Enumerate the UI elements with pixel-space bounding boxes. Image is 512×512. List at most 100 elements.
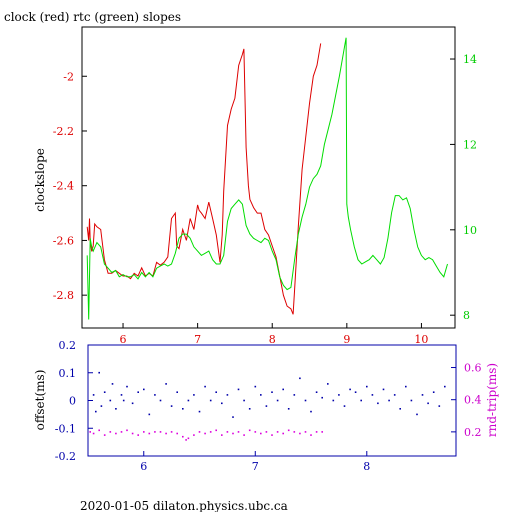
- offset-point: [371, 394, 374, 396]
- offset-point: [170, 405, 173, 407]
- offset-point: [321, 396, 323, 399]
- offset-point: [282, 388, 284, 391]
- offset-point: [248, 408, 251, 410]
- rndtrip-point: [198, 431, 201, 433]
- offset-point: [304, 399, 307, 402]
- top-y-axis-label: clockslope: [33, 148, 47, 212]
- offset-point: [444, 385, 446, 388]
- rndtrip-point: [260, 432, 262, 435]
- rndtrip-point: [221, 434, 223, 436]
- top-x-tick-label: 7: [194, 333, 201, 346]
- rndtrip-point: [109, 431, 112, 433]
- bottom-axes-group: 6 7 8 -0.2 -0.1 0 0.1 0.2 0.2 0.4 0.6: [55, 339, 482, 473]
- rndtrip-point: [170, 431, 173, 433]
- rndtrip-point: [126, 429, 128, 432]
- offset-point: [332, 399, 335, 402]
- offset-point: [388, 399, 390, 402]
- rndtrip-point: [143, 431, 145, 433]
- bottom-y-axis-label: offset(ms): [33, 370, 47, 431]
- offset-point: [287, 408, 290, 410]
- offset-point: [338, 394, 340, 396]
- top-x-tick-label: 9: [343, 333, 350, 346]
- bottom-y-tick-label: 0.2: [59, 339, 77, 352]
- rndtrip-point: [209, 431, 212, 433]
- top-y-tick-label: -2.4: [53, 180, 74, 193]
- rndtrip-point: [137, 434, 139, 436]
- top-axes-group: 6 7 8 9 10 -2.8 -2.6 -2.4 -2.2 -2 8 10 12 14: [53, 53, 477, 346]
- offset-point: [126, 385, 128, 388]
- rndtrip-point: [131, 432, 134, 435]
- rndtrip-point: [315, 431, 318, 433]
- offset-point: [198, 410, 201, 413]
- offset-point: [100, 405, 103, 407]
- offset-point: [427, 402, 429, 405]
- rndtrip-point: [276, 431, 279, 433]
- bottom-x-tick-label: 6: [140, 460, 147, 473]
- rndtrip-point: [215, 429, 217, 432]
- rndtrip-point: [237, 431, 240, 433]
- offset-point: [432, 391, 435, 393]
- offset-point: [193, 394, 195, 396]
- rndtrip-point: [159, 431, 162, 433]
- rndtrip-point: [248, 429, 251, 432]
- offset-point: [354, 391, 357, 393]
- rndtrip-point: [92, 432, 95, 435]
- top-x-tick-label: 10: [414, 333, 428, 346]
- rndtrip-point: [176, 432, 178, 435]
- top-y-tick-label: -2: [63, 70, 74, 83]
- rndtrip-point: [243, 434, 245, 436]
- offset-point: [265, 405, 268, 407]
- bottom-y2-tick-label: 0.2: [464, 426, 482, 439]
- offset-point: [399, 408, 401, 410]
- bottom-x-tick-label: 7: [252, 460, 259, 473]
- offset-point: [393, 394, 396, 396]
- offset-point: [271, 391, 273, 393]
- bottom-series-group: [89, 371, 446, 441]
- bottom-y-tick-label: 0: [69, 395, 76, 408]
- offset-point: [327, 383, 329, 385]
- offset-point: [120, 394, 123, 396]
- rndtrip-point: [115, 432, 117, 435]
- offset-point: [92, 394, 95, 396]
- offset-point: [366, 385, 368, 388]
- rndtrip-point: [187, 437, 190, 440]
- offset-point: [98, 371, 100, 374]
- rndtrip-point: [204, 432, 206, 435]
- offset-point: [405, 385, 407, 388]
- offset-point: [315, 391, 318, 393]
- top-y2-tick-label: 8: [463, 309, 470, 322]
- top-series-group: [86, 37, 448, 320]
- offset-point: [154, 394, 156, 396]
- offset-point: [276, 399, 279, 402]
- clock-series-line: [86, 43, 322, 315]
- offset-point: [310, 410, 312, 413]
- offset-point: [438, 405, 441, 407]
- footer-text: 2020-01-05 dilaton.physics.ubc.ca: [80, 499, 288, 512]
- offset-point: [143, 388, 145, 391]
- offset-point: [115, 408, 117, 410]
- bottom-plot-frame: [87, 344, 457, 457]
- offset-point: [260, 394, 262, 396]
- rndtrip-point: [193, 434, 195, 436]
- top-plot-frame: [81, 26, 456, 329]
- offset-point: [215, 391, 217, 393]
- offset-point: [232, 416, 234, 418]
- offset-point: [410, 399, 413, 402]
- rndtrip-point: [310, 434, 312, 436]
- offset-point: [382, 388, 385, 391]
- offset-point: [159, 399, 162, 402]
- rndtrip-point: [182, 435, 184, 438]
- rndtrip-point: [254, 431, 257, 433]
- offset-point: [137, 391, 139, 393]
- rndtrip-point: [226, 431, 229, 433]
- rndtrip-point: [98, 429, 100, 432]
- offset-point: [226, 394, 229, 396]
- offset-point: [293, 394, 296, 396]
- offset-point: [182, 408, 184, 410]
- top-y-tick-label: -2.6: [53, 234, 74, 247]
- offset-point: [111, 383, 114, 385]
- offset-point: [131, 402, 134, 405]
- top-y-tick-label: -2.8: [53, 289, 74, 302]
- bottom-y-tick-label: -0.1: [55, 422, 76, 435]
